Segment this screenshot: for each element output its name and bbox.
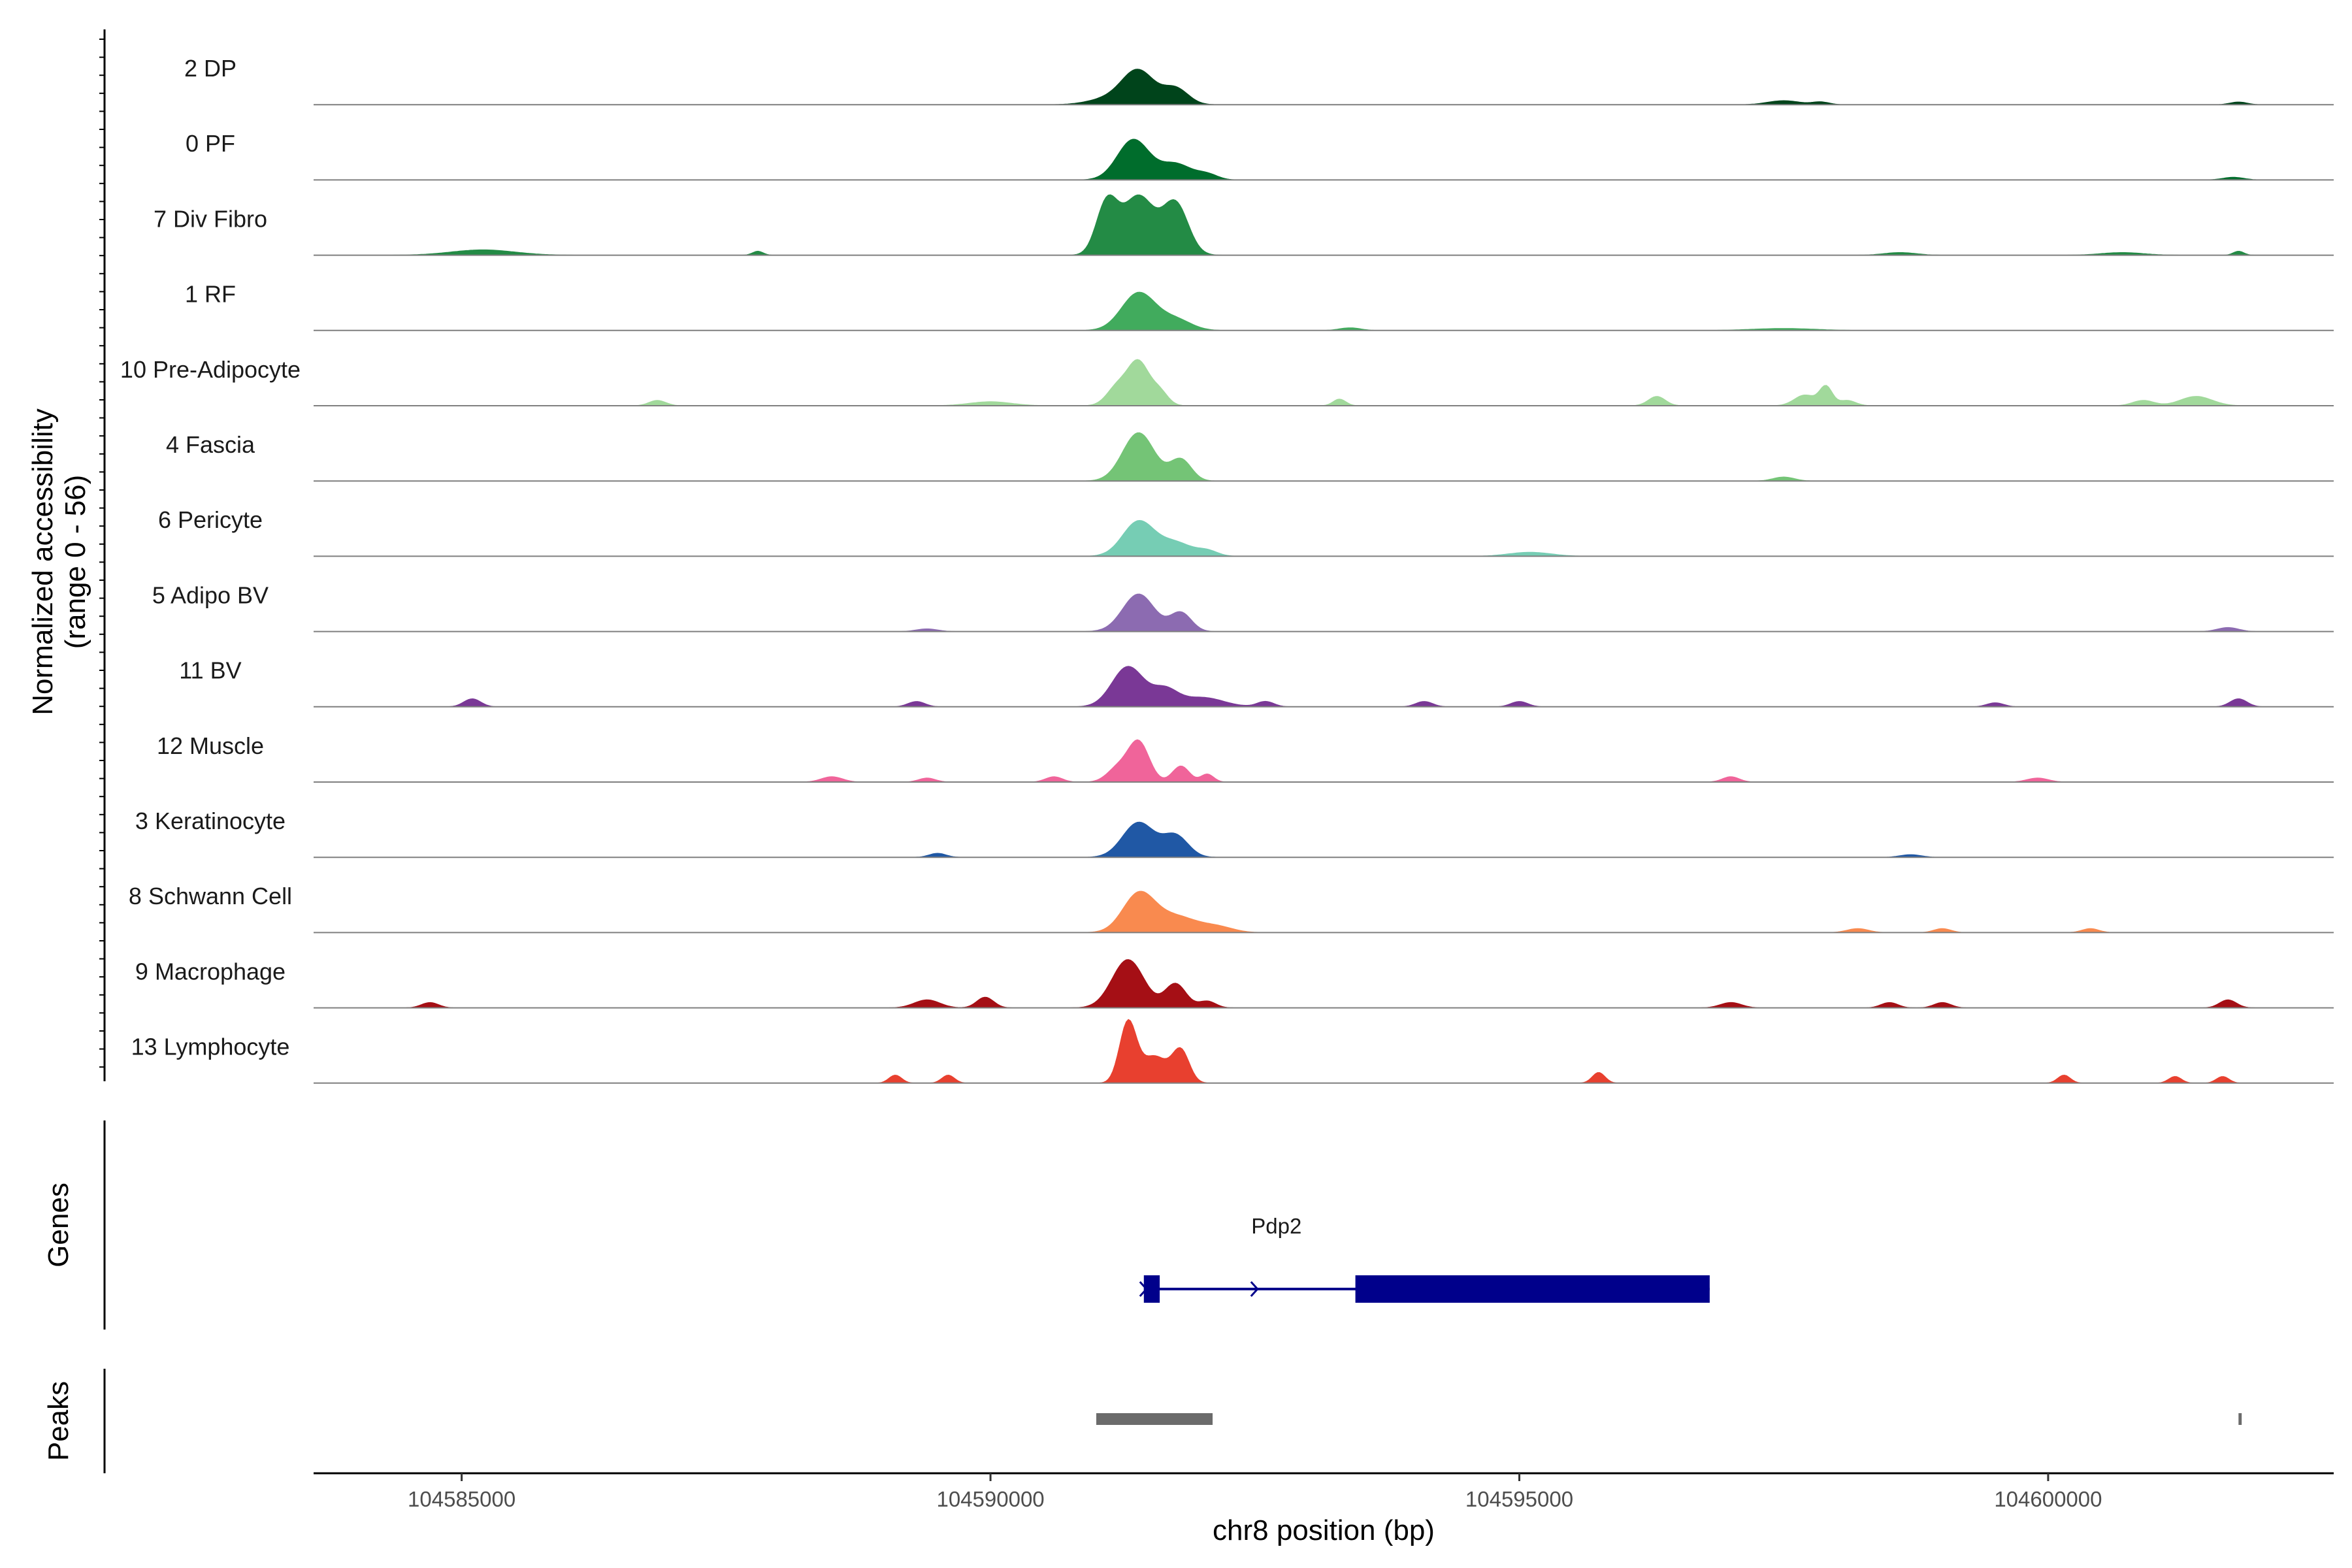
peaks-panel: Peaks (42, 1369, 2242, 1473)
coverage-y-ticks (99, 39, 105, 1068)
track-6: 4 Fascia (166, 431, 2334, 482)
track-10: 12 Muscle (157, 732, 2334, 783)
coverage-tracks: 2 DP 0 PF 7 Div Fibro 1 RF 10 Pre-Adipocyte 4… (120, 55, 2334, 1084)
coverage-y-axis-title-line1: Normalized accessibility (27, 408, 59, 715)
x-tick-label: 104595000 (1465, 1487, 1573, 1511)
track-11: 3 Keratinocyte (135, 808, 2334, 858)
genes-panel-title: Genes (42, 1183, 74, 1267)
track-label: 8 Schwann Cell (129, 883, 292, 909)
track-7: 6 Pericyte (158, 506, 2334, 557)
peak-regions (1096, 1413, 2242, 1425)
track-4: 1 RF (185, 281, 2334, 331)
peak-region (2238, 1413, 2242, 1425)
track-1: 2 DP (184, 55, 2334, 106)
track-label: 4 Fascia (166, 431, 255, 458)
x-tick-label: 104585000 (408, 1487, 515, 1511)
strand-arrow (1250, 1281, 1259, 1298)
coverage-y-axis-title-line2: (range 0 - 56) (59, 475, 91, 649)
track-label: 12 Muscle (157, 732, 264, 759)
gene-Pdp2: Pdp2 (1139, 1214, 1710, 1303)
track-5: 10 Pre-Adipocyte (120, 356, 2334, 406)
track-label: 6 Pericyte (158, 506, 263, 533)
gene-exon (1143, 1275, 1160, 1303)
track-label: 7 Div Fibro (154, 205, 267, 232)
track-label: 13 Lymphocyte (131, 1034, 290, 1060)
track-label: 11 BV (179, 657, 241, 684)
peaks-panel-title: Peaks (42, 1381, 74, 1461)
track-12: 8 Schwann Cell (129, 883, 2334, 934)
x-axis-title: chr8 position (bp) (1213, 1514, 1435, 1546)
gene-exon (1355, 1275, 1710, 1303)
track-8: 5 Adipo BV (152, 581, 2334, 632)
track-14: 13 Lymphocyte (131, 1019, 2334, 1084)
track-label: 10 Pre-Adipocyte (120, 356, 301, 383)
gene-models: Pdp2 (1139, 1214, 1710, 1303)
track-9: 11 BV (179, 657, 2334, 708)
coverage-y-axis (99, 29, 106, 1081)
track-label: 5 Adipo BV (152, 581, 269, 608)
track-13: 9 Macrophage (135, 958, 2334, 1009)
gene-name-label: Pdp2 (1251, 1214, 1301, 1238)
track-label: 1 RF (185, 281, 236, 308)
track-3: 7 Div Fibro (154, 194, 2334, 256)
track-label: 9 Macrophage (135, 958, 286, 985)
peak-region (1096, 1413, 1213, 1425)
track-label: 0 PF (186, 130, 235, 157)
track-label: 2 DP (184, 55, 237, 82)
x-axis: 104585000 104590000 104595000 104600000 (314, 1472, 2334, 1511)
x-tick-label: 104590000 (936, 1487, 1044, 1511)
x-tick-label: 104600000 (1994, 1487, 2102, 1511)
x-ticks: 104585000 104590000 104595000 104600000 (408, 1473, 2102, 1511)
track-label: 3 Keratinocyte (135, 808, 286, 834)
genes-panel: Genes Pdp2 (42, 1120, 1710, 1330)
track-2: 0 PF (186, 130, 2334, 181)
